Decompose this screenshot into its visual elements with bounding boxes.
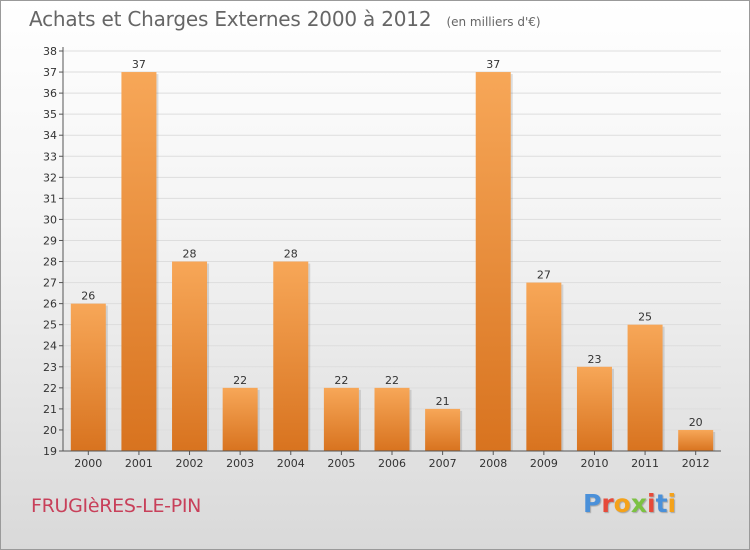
value-label: 37 [132,58,146,71]
x-tick-label: 2012 [682,457,710,470]
value-label: 25 [638,311,652,324]
commune-name: FRUGIèRES-LE-PIN [31,495,202,517]
y-tick-label: 31 [43,192,57,205]
y-tick-label: 27 [43,277,57,290]
chart-title-row: Achats et Charges Externes 2000 à 2012 (… [29,7,541,31]
bar [273,261,309,451]
x-tick-label: 2002 [176,457,204,470]
y-tick-label: 26 [43,298,57,311]
y-tick-label: 29 [43,234,57,247]
logo-letter: P [583,489,602,518]
value-label: 22 [334,374,348,387]
y-tick-label: 38 [43,45,57,58]
bar [627,324,663,451]
y-tick-label: 32 [43,171,57,184]
logo-letter: t [655,489,668,518]
x-tick-label: 2009 [530,457,558,470]
value-label: 28 [183,248,197,261]
logo-letter: i [647,489,656,518]
logo-letter: o [613,489,631,518]
x-tick-label: 2004 [277,457,305,470]
axes: 19 20 21 22 23 24 25 26 27 28 29 30 31 32 33 34 35 36 37 38… [43,45,721,470]
bar [323,387,359,451]
bar [222,387,258,451]
y-tick-label: 19 [43,445,57,458]
value-label: 22 [233,374,247,387]
bar [526,282,562,451]
bars: 26 37 28 22 28 22 22 21 37 27 23 25 20 [70,58,716,451]
y-tick-label: 35 [43,108,57,121]
y-tick-label: 36 [43,87,57,100]
y-tick-label: 25 [43,319,57,332]
bar [70,303,106,451]
y-tick-label: 37 [43,66,57,79]
value-label: 26 [81,290,95,303]
y-tick-label: 33 [43,150,57,163]
x-tick-label: 2001 [125,457,153,470]
x-tick-label: 2003 [226,457,254,470]
bar [172,261,208,451]
x-tick-label: 2011 [631,457,659,470]
y-tick-label: 21 [43,403,57,416]
x-tick-label: 2000 [74,457,102,470]
chart-subtitle: (en milliers d'€) [446,15,541,29]
x-tick-label: 2008 [479,457,507,470]
y-tick-label: 30 [43,213,57,226]
logo-letter: i [667,489,677,518]
y-tick-label: 20 [43,424,57,437]
x-tick-label: 2010 [580,457,608,470]
value-label: 28 [284,248,298,261]
y-tick-label: 24 [43,340,57,353]
value-label: 21 [436,395,450,408]
proxiti-logo[interactable]: Proxiti [583,489,676,518]
x-tick-label: 2005 [327,457,355,470]
x-tick-label: 2006 [378,457,406,470]
y-tick-label: 34 [43,129,57,142]
bar [576,366,612,451]
value-label: 20 [689,416,703,429]
value-label: 27 [537,269,551,282]
bar [678,429,714,451]
value-label: 22 [385,374,399,387]
y-tick-label: 22 [43,382,57,395]
logo-letter: x [630,489,647,518]
value-label: 23 [587,353,601,366]
value-label: 37 [486,58,500,71]
bar [374,387,410,451]
logo-letter: r [601,489,614,518]
chart-title: Achats et Charges Externes 2000 à 2012 [29,7,432,31]
bar [425,408,461,451]
y-tick-label: 23 [43,361,57,374]
y-tick-label: 28 [43,256,57,269]
x-tick-label: 2007 [429,457,457,470]
bar [475,72,511,451]
bar [121,72,157,451]
